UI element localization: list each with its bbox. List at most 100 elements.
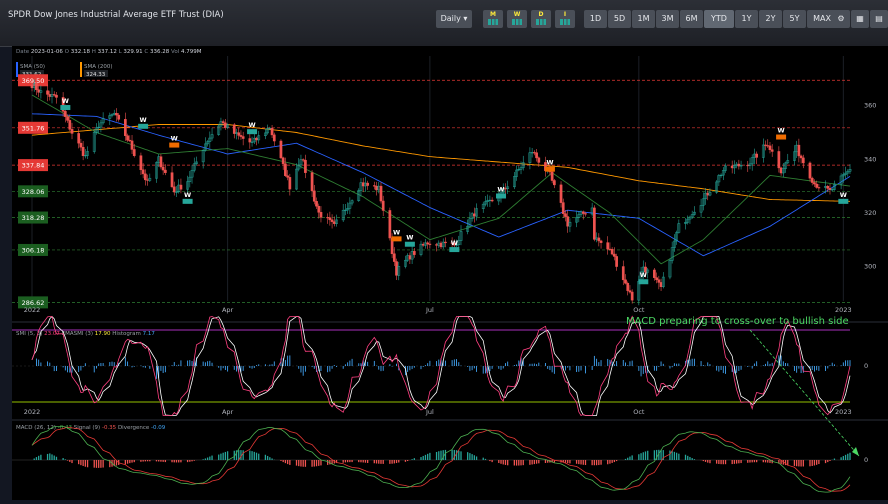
candle (517, 168, 521, 171)
candle (613, 253, 616, 257)
candle (577, 214, 581, 218)
level-label: 286.62 (22, 299, 45, 307)
candle (86, 151, 89, 156)
candle (328, 217, 332, 221)
candle (677, 223, 681, 233)
candle (441, 241, 445, 248)
range-2y-button[interactable]: 2Y (759, 10, 782, 28)
candle (761, 144, 765, 158)
candle (472, 213, 476, 217)
calendar-icon[interactable]: ▦ (851, 10, 869, 28)
candle (777, 151, 781, 169)
indicator-header-part: Divergence (118, 425, 151, 431)
candle (452, 243, 456, 246)
ohlc-part: 332.18 (71, 49, 92, 55)
annotation-text: MACD preparing to cross-over to bullish … (626, 316, 849, 327)
signal-w-label: W (248, 121, 255, 129)
interval-select[interactable]: Daily ▾ (436, 10, 472, 28)
sma20-line (31, 94, 851, 265)
signal-w-label: W (840, 191, 847, 199)
candle (559, 184, 563, 203)
daily-chart-icon[interactable]: D (531, 10, 551, 28)
candle (686, 218, 690, 223)
candle (444, 241, 447, 244)
range-1m-button[interactable]: 1M (632, 10, 655, 28)
range-1y-button[interactable]: 1Y (735, 10, 758, 28)
candle (528, 152, 532, 163)
candle (668, 260, 672, 278)
settings-icon[interactable]: ⚙ (832, 10, 850, 28)
x-axis-tick: 2022 (24, 306, 41, 314)
smi-line (31, 315, 851, 417)
indicator-header-part: -0.09 (151, 425, 166, 431)
candle (419, 243, 423, 255)
indicator-header-part: -0.35 (102, 425, 118, 431)
candle (192, 163, 196, 171)
candle (239, 135, 243, 137)
intraday-chart-icon[interactable]: I (555, 10, 575, 28)
candle (684, 221, 687, 224)
candle (317, 205, 321, 213)
candle (68, 120, 72, 130)
more-icon[interactable]: ▤ (870, 10, 888, 28)
x-axis-tick: 2022 (24, 408, 41, 416)
level-label: 318.28 (22, 214, 45, 222)
indicator-header-part: SMI (5, 3) (16, 331, 44, 337)
signal-w-label: W (171, 135, 178, 143)
signal-marker (169, 142, 180, 148)
ohlc-info: Date 2023-01-06 O 332.18 H 337.12 L 329.… (16, 49, 202, 55)
candle (848, 169, 852, 172)
candle (799, 155, 803, 159)
signal-marker (544, 166, 555, 172)
candle (624, 279, 627, 284)
candle (279, 140, 283, 159)
signal-w-label: W (140, 116, 147, 124)
range-ytd-button[interactable]: YTD (704, 10, 734, 28)
candle (770, 149, 774, 152)
candle (141, 169, 145, 175)
signal-marker (496, 193, 507, 199)
signal-w-label: W (393, 228, 400, 236)
range-6m-button[interactable]: 6M (680, 10, 703, 28)
monthly-chart-icon[interactable]: M (483, 10, 503, 28)
range-3m-button[interactable]: 3M (656, 10, 679, 28)
candle (164, 169, 167, 173)
level-label-bg (18, 243, 48, 256)
ohlc-part: L (119, 49, 124, 55)
candle (730, 165, 734, 169)
candle (670, 247, 674, 261)
candle (808, 162, 812, 179)
candle (655, 277, 658, 280)
candle (61, 97, 65, 112)
candle (501, 188, 505, 193)
weekly-chart-icon[interactable]: W (507, 10, 527, 28)
ma-legend-value: 324.33 (86, 72, 106, 78)
x-axis-tick: Jul (425, 408, 434, 416)
candle (272, 134, 276, 142)
sma200-line (31, 124, 850, 202)
candle (144, 173, 147, 181)
candle (392, 253, 396, 262)
candle (561, 202, 565, 214)
candle (810, 177, 814, 183)
sma50-line (31, 113, 851, 257)
candle (257, 135, 261, 141)
candle (657, 279, 661, 283)
candle (248, 138, 252, 143)
ohlc-part: 336.28 (150, 49, 171, 55)
range-1d-button[interactable]: 1D (584, 10, 607, 28)
candle (224, 122, 227, 128)
candle (388, 210, 392, 239)
candle (319, 212, 323, 218)
smi-zero-label: 0 (864, 362, 868, 370)
candle (797, 144, 801, 157)
range-5d-button[interactable]: 5D (608, 10, 631, 28)
range-max-button[interactable]: MAX (807, 10, 837, 28)
range-5y-button[interactable]: 5Y (783, 10, 806, 28)
chart-area[interactable]: Date 2023-01-06 O 332.18 H 337.12 L 329.… (12, 46, 888, 500)
candle (359, 182, 363, 191)
candle (817, 187, 821, 189)
candle (457, 240, 461, 246)
signal-marker (247, 129, 258, 135)
indicator-header-part: 23.07 (44, 331, 62, 337)
